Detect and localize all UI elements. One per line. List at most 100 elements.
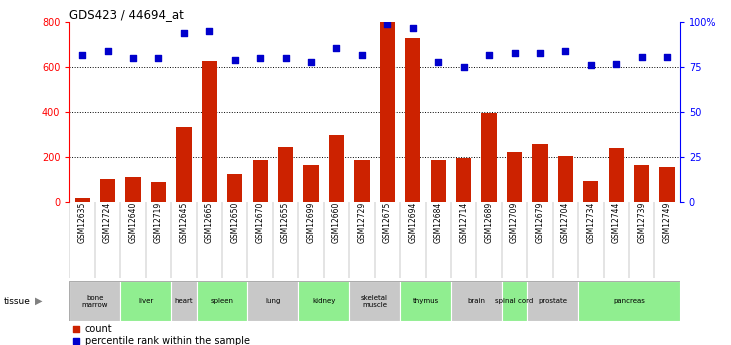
Point xyxy=(153,56,164,61)
Bar xyxy=(253,160,268,202)
Bar xyxy=(532,144,548,202)
Point xyxy=(306,59,317,65)
Point xyxy=(559,48,571,54)
Bar xyxy=(100,179,115,202)
Text: GSM12694: GSM12694 xyxy=(409,202,417,243)
Bar xyxy=(69,281,121,321)
Bar xyxy=(578,281,680,321)
Bar xyxy=(400,281,451,321)
Text: GSM12714: GSM12714 xyxy=(459,202,468,243)
Bar xyxy=(355,160,370,202)
Bar xyxy=(121,281,171,321)
Bar xyxy=(278,147,293,202)
Text: GSM12665: GSM12665 xyxy=(205,202,214,243)
Point xyxy=(534,50,546,56)
Text: spleen: spleen xyxy=(211,298,233,304)
Text: GSM12719: GSM12719 xyxy=(154,202,163,243)
Bar xyxy=(248,281,298,321)
Text: heart: heart xyxy=(175,298,193,304)
Bar xyxy=(501,281,527,321)
Point xyxy=(585,63,596,68)
Text: GSM12675: GSM12675 xyxy=(383,202,392,243)
Text: percentile rank within the sample: percentile rank within the sample xyxy=(85,336,250,345)
Text: GSM12645: GSM12645 xyxy=(179,202,189,243)
Text: GSM12744: GSM12744 xyxy=(612,202,621,243)
Point xyxy=(254,56,266,61)
Bar xyxy=(379,22,395,202)
Text: GSM12640: GSM12640 xyxy=(129,202,137,243)
Text: GSM12704: GSM12704 xyxy=(561,202,570,243)
Text: GSM12699: GSM12699 xyxy=(306,202,316,243)
Point xyxy=(178,30,190,36)
Bar xyxy=(405,38,420,202)
Text: GSM12635: GSM12635 xyxy=(77,202,87,243)
Point xyxy=(483,52,495,58)
Text: kidney: kidney xyxy=(312,298,336,304)
Bar xyxy=(659,167,675,202)
Text: GSM12749: GSM12749 xyxy=(662,202,672,243)
Point xyxy=(610,61,622,67)
Bar xyxy=(303,165,319,202)
Text: skeletal
muscle: skeletal muscle xyxy=(361,295,388,307)
Point xyxy=(127,56,139,61)
Point xyxy=(280,56,292,61)
Text: GSM12724: GSM12724 xyxy=(103,202,112,243)
Bar xyxy=(75,198,90,202)
Point xyxy=(229,57,240,63)
Bar xyxy=(482,113,496,202)
Text: GSM12660: GSM12660 xyxy=(332,202,341,243)
Point xyxy=(69,338,81,344)
Text: count: count xyxy=(85,325,113,334)
Bar xyxy=(507,152,522,202)
Text: GSM12739: GSM12739 xyxy=(637,202,646,243)
Point xyxy=(102,48,113,54)
Bar xyxy=(298,281,349,321)
Bar xyxy=(202,60,217,202)
Text: tissue: tissue xyxy=(4,296,31,306)
Bar xyxy=(456,158,471,202)
Bar xyxy=(431,160,446,202)
Text: GSM12729: GSM12729 xyxy=(357,202,366,243)
Point xyxy=(407,25,419,31)
Text: brain: brain xyxy=(467,298,485,304)
Point xyxy=(203,29,215,34)
Bar xyxy=(634,165,649,202)
Text: GSM12655: GSM12655 xyxy=(281,202,290,243)
Bar xyxy=(176,127,192,202)
Bar xyxy=(329,135,344,202)
Text: GSM12709: GSM12709 xyxy=(510,202,519,243)
Text: GSM12684: GSM12684 xyxy=(433,202,443,243)
Text: bone
marrow: bone marrow xyxy=(82,295,108,307)
Text: GSM12689: GSM12689 xyxy=(485,202,493,243)
Text: spinal cord: spinal cord xyxy=(496,298,534,304)
Point xyxy=(458,65,469,70)
Text: liver: liver xyxy=(138,298,154,304)
Text: GSM12679: GSM12679 xyxy=(535,202,545,243)
Point xyxy=(636,54,648,59)
Bar xyxy=(558,156,573,202)
Text: thymus: thymus xyxy=(412,298,439,304)
Point xyxy=(382,21,393,27)
Bar xyxy=(227,174,243,202)
Bar xyxy=(197,281,248,321)
Text: GDS423 / 44694_at: GDS423 / 44694_at xyxy=(69,8,184,21)
Text: GSM12734: GSM12734 xyxy=(586,202,595,243)
Point xyxy=(432,59,444,65)
Text: pancreas: pancreas xyxy=(613,298,645,304)
Text: lung: lung xyxy=(265,298,281,304)
Bar xyxy=(527,281,578,321)
Bar xyxy=(126,177,140,202)
Text: ▶: ▶ xyxy=(35,296,42,306)
Point xyxy=(509,50,520,56)
Point xyxy=(76,52,88,58)
Point xyxy=(662,54,673,59)
Text: GSM12650: GSM12650 xyxy=(230,202,239,243)
Bar xyxy=(609,148,624,202)
Text: prostate: prostate xyxy=(538,298,567,304)
Bar xyxy=(583,180,599,202)
Bar xyxy=(349,281,400,321)
Point xyxy=(330,45,342,50)
Bar xyxy=(151,181,166,202)
Bar xyxy=(451,281,501,321)
Point xyxy=(69,327,81,332)
